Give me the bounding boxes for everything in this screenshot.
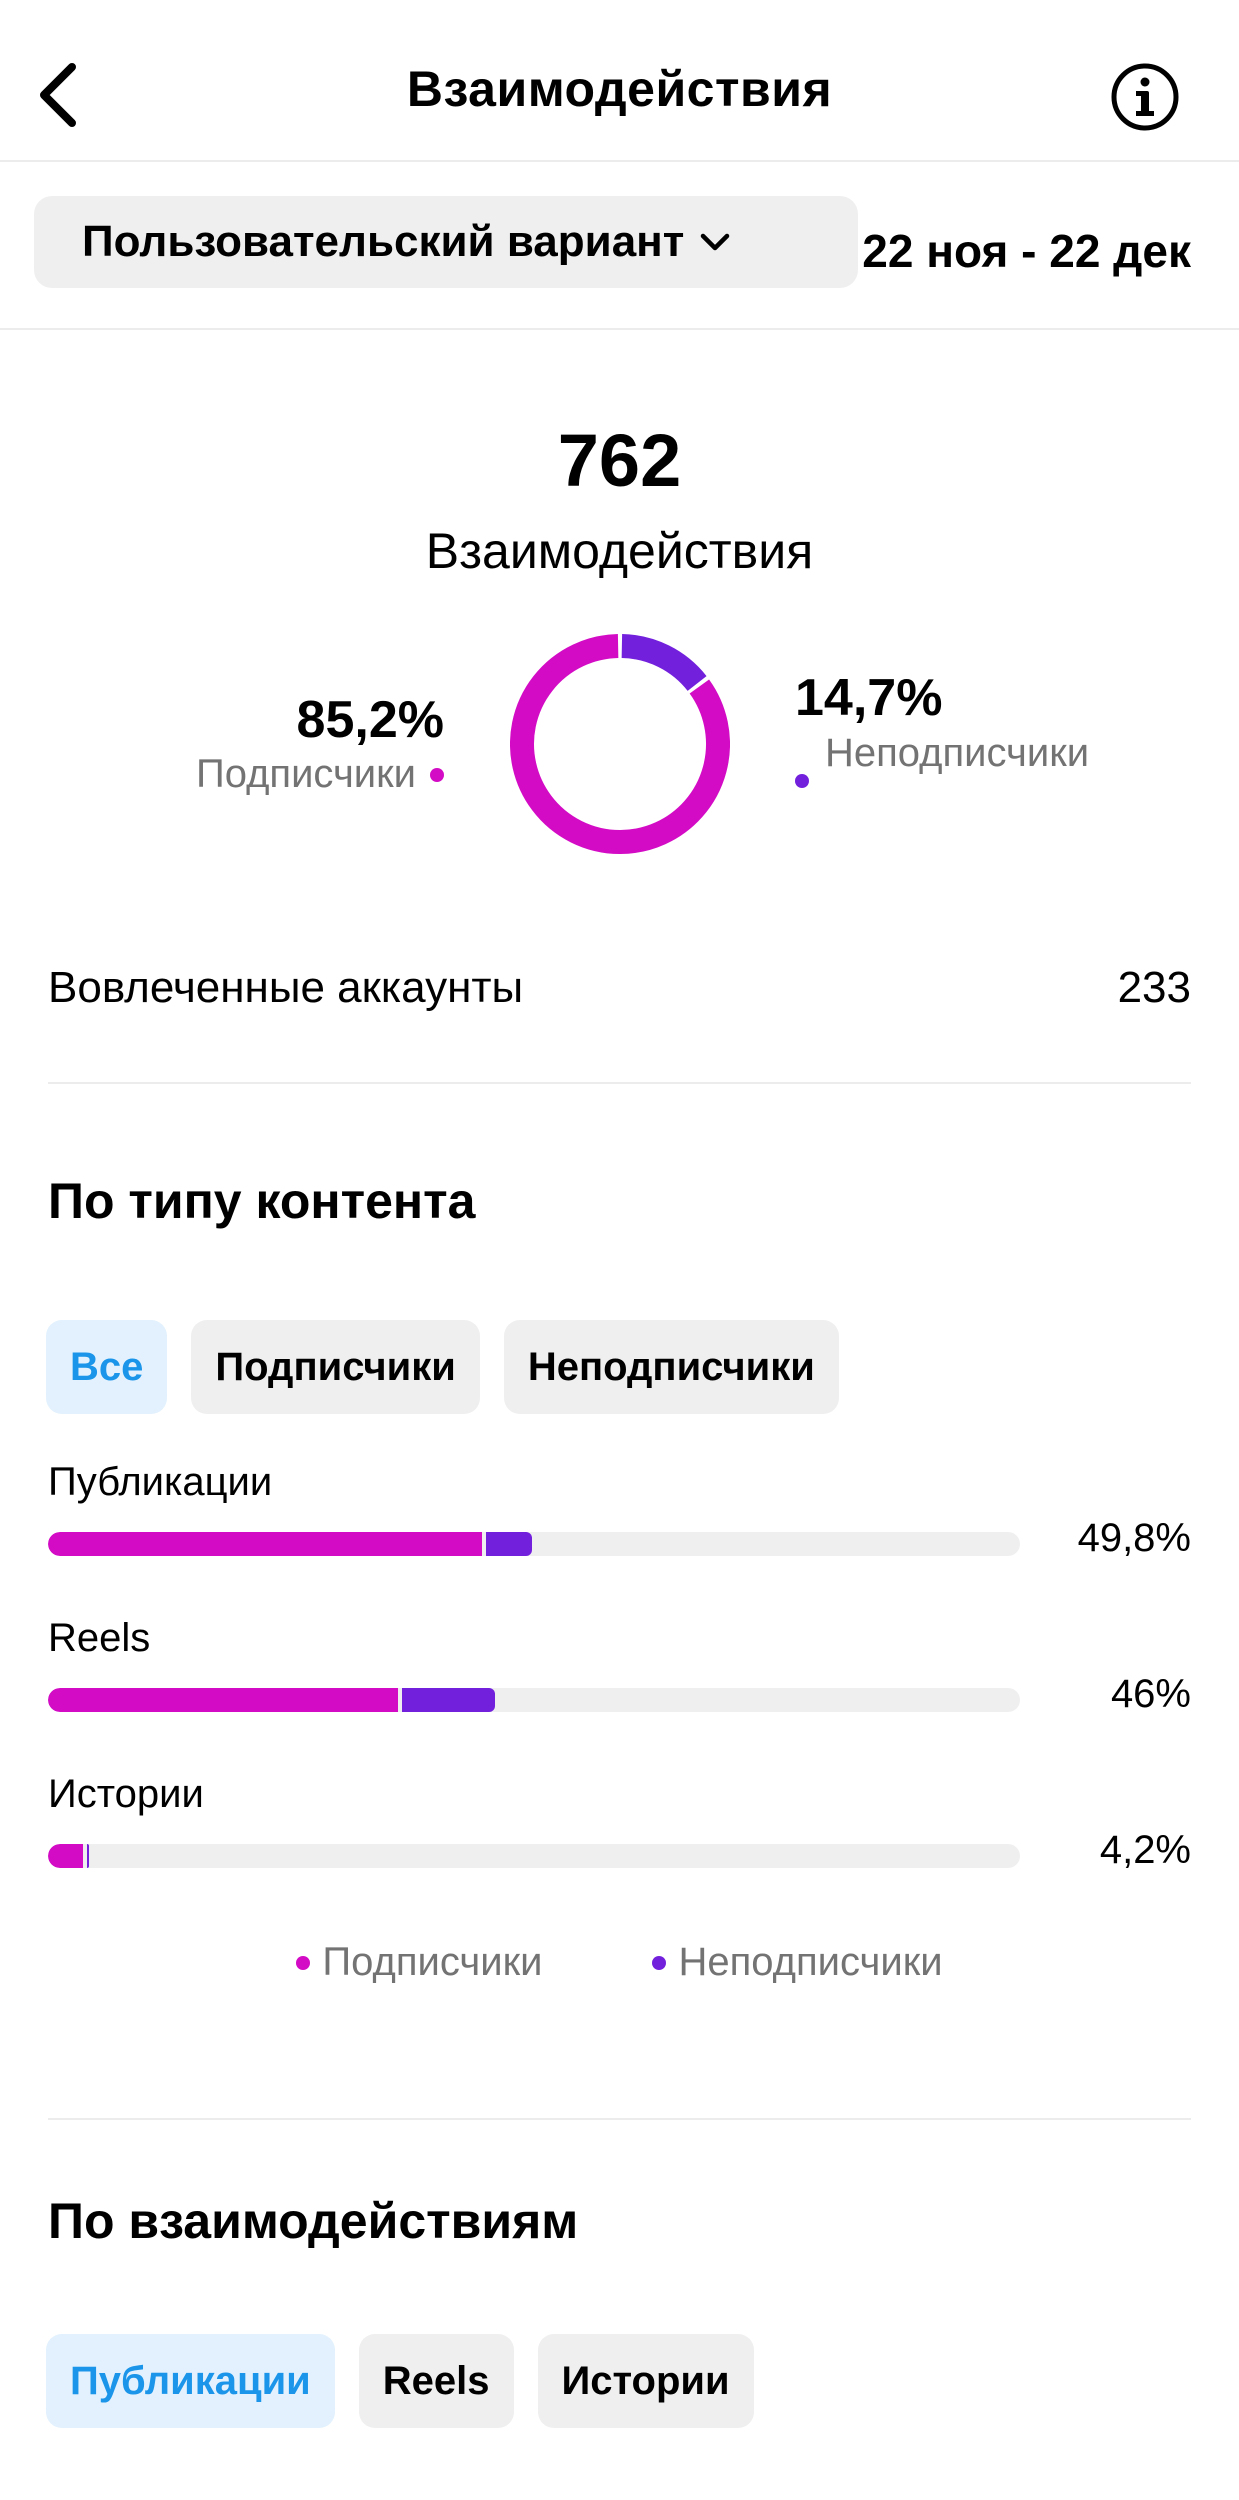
followers-legend: Подписчики bbox=[196, 752, 444, 797]
chevron-left-icon bbox=[40, 63, 76, 127]
content-row-reels: Reels 46% bbox=[48, 1616, 1191, 1716]
page-title: Взаимодействия bbox=[406, 61, 833, 117]
engaged-accounts-value: 233 bbox=[1117, 963, 1191, 1012]
chip-non-followers[interactable]: Неподписчики bbox=[503, 1320, 839, 1414]
bar-segment-followers bbox=[48, 1688, 398, 1712]
content-row-percent: 49,8% bbox=[1077, 1516, 1191, 1560]
by-interactions-title: По взаимодействиям bbox=[48, 2193, 579, 2249]
info-icon bbox=[1111, 63, 1179, 131]
chip-reels[interactable]: Reels bbox=[358, 2334, 514, 2428]
non-followers-legend: Неподписчики bbox=[795, 728, 1115, 788]
engaged-accounts-label: Вовлеченные аккаунты bbox=[48, 963, 524, 1012]
content-row-label: Истории bbox=[48, 1772, 204, 1816]
chip-followers[interactable]: Подписчики bbox=[191, 1320, 480, 1414]
chevron-down-icon bbox=[701, 233, 730, 251]
donut-slice-non-followers bbox=[621, 634, 707, 692]
chip-posts[interactable]: Публикации bbox=[46, 2334, 335, 2428]
non-followers-dot bbox=[795, 774, 809, 788]
content-row-stories: Истории 4,2% bbox=[48, 1772, 1191, 1872]
bar-track bbox=[48, 1844, 1020, 1868]
non-followers-label: Неподписчики bbox=[825, 731, 1090, 775]
period-dropdown[interactable]: Пользовательский вариант bbox=[34, 196, 858, 288]
bar-segment-non-followers bbox=[485, 1532, 533, 1556]
bar-segment-non-followers bbox=[86, 1844, 89, 1868]
followers-dot bbox=[430, 767, 444, 782]
date-range: 22 ноя - 22 дек bbox=[862, 225, 1191, 277]
back-button[interactable] bbox=[28, 58, 88, 132]
total-interactions-value: 762 bbox=[557, 419, 682, 502]
top-bar: Взаимодействия bbox=[0, 0, 1239, 162]
content-row-percent: 46% bbox=[1110, 1672, 1191, 1716]
by-interactions-chips: Публикации Reels Истории bbox=[46, 2334, 754, 2428]
followers-percent: 85,2% bbox=[296, 691, 444, 749]
content-row-label: Публикации bbox=[48, 1460, 273, 1504]
bar-chart-legend: Подписчики Неподписчики bbox=[0, 1940, 1239, 1985]
followers-dot bbox=[296, 1955, 311, 1970]
info-button[interactable] bbox=[1110, 62, 1180, 132]
non-followers-dot bbox=[652, 1955, 667, 1970]
bar-segment-non-followers bbox=[401, 1688, 496, 1712]
period-dropdown-label: Пользовательский вариант bbox=[82, 217, 685, 266]
legend-label: Неподписчики bbox=[678, 1940, 943, 1984]
bar-track bbox=[48, 1532, 1020, 1556]
content-row-percent: 4,2% bbox=[1099, 1828, 1191, 1872]
legend-item-non-followers: Неподписчики bbox=[652, 1940, 943, 1985]
content-type-title: По типу контента bbox=[48, 1173, 476, 1229]
bar-track bbox=[48, 1688, 1020, 1712]
content-type-chips: Все Подписчики Неподписчики bbox=[46, 1320, 839, 1414]
divider bbox=[48, 1082, 1191, 1084]
content-row-posts: Публикации 49,8% bbox=[48, 1460, 1191, 1560]
chip-all[interactable]: Все bbox=[46, 1320, 168, 1414]
followers-donut-chart bbox=[510, 634, 730, 854]
content-row-label: Reels bbox=[48, 1616, 151, 1660]
legend-label: Подписчики bbox=[322, 1940, 543, 1984]
filter-bar: Пользовательский вариант 22 ноя - 22 дек bbox=[0, 162, 1239, 330]
engaged-accounts-row[interactable]: Вовлеченные аккаунты 233 bbox=[48, 948, 1191, 1028]
bar-segment-followers bbox=[48, 1532, 482, 1556]
donut-slice-followers bbox=[510, 634, 730, 854]
followers-label: Подписчики bbox=[195, 752, 416, 796]
total-interactions-label: Взаимодействия bbox=[425, 523, 814, 579]
chip-stories[interactable]: Истории bbox=[537, 2334, 754, 2428]
legend-item-followers: Подписчики bbox=[296, 1940, 542, 1985]
non-followers-percent: 14,7% bbox=[795, 669, 943, 727]
bar-segment-followers bbox=[48, 1844, 83, 1868]
divider bbox=[48, 2118, 1191, 2120]
